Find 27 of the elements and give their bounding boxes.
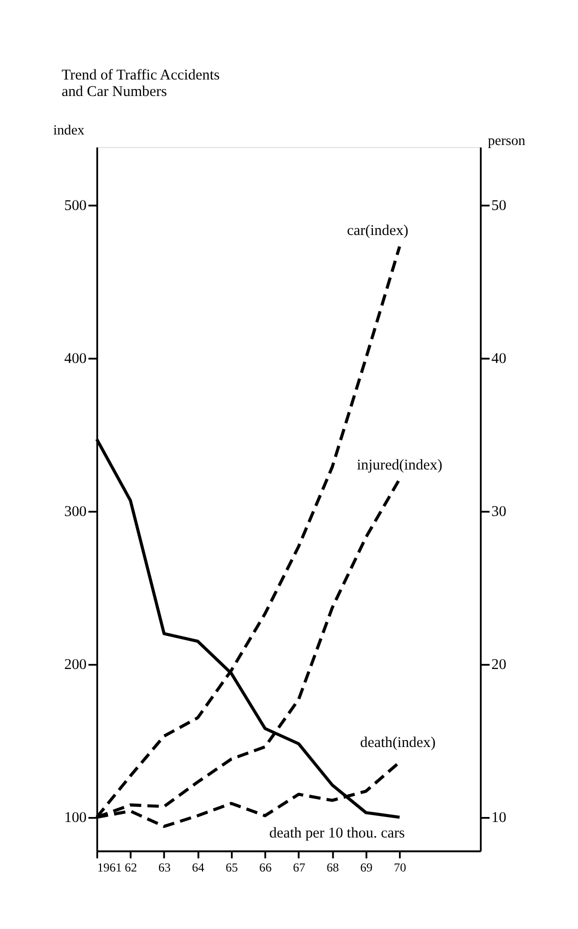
- x-tick-label: 69: [360, 860, 373, 875]
- series-label: death(index): [360, 735, 436, 752]
- y2-tick-label: 20: [491, 657, 506, 674]
- series-label: death per 10 thou. cars: [269, 825, 406, 842]
- x-tick-label: 62: [124, 860, 138, 875]
- y-tick-label: 200: [64, 657, 87, 674]
- x-tick-label: 67: [292, 860, 306, 875]
- y-tick-label: 300: [64, 504, 87, 520]
- x-tick-label: 66: [259, 860, 272, 875]
- y2-tick-label: 50: [491, 198, 506, 214]
- y2-tick-label: 10: [491, 810, 506, 826]
- x-tick-label: 63: [158, 860, 171, 875]
- y-tick-label: 400: [64, 351, 87, 368]
- x-tick-label: 64: [192, 860, 204, 875]
- x-tick-label: 70: [394, 860, 406, 875]
- y-tick-label: 500: [64, 198, 87, 214]
- series-label: injured(index): [356, 457, 442, 474]
- x-tick-label: 68: [326, 860, 339, 875]
- y2-tick-label: 40: [491, 351, 506, 368]
- chart-title: Trend of Traffic Accidents and Car Numbers: [62, 67, 220, 100]
- x-tick-label: 65: [226, 860, 238, 875]
- y2-axis-title: person: [488, 132, 526, 149]
- y2-tick-label: 30: [491, 504, 506, 520]
- y-tick-label: 100: [64, 810, 87, 826]
- y-axis-title: index: [53, 122, 84, 138]
- series-label: car(index): [347, 223, 408, 240]
- x-tick-label: 1961: [97, 860, 122, 875]
